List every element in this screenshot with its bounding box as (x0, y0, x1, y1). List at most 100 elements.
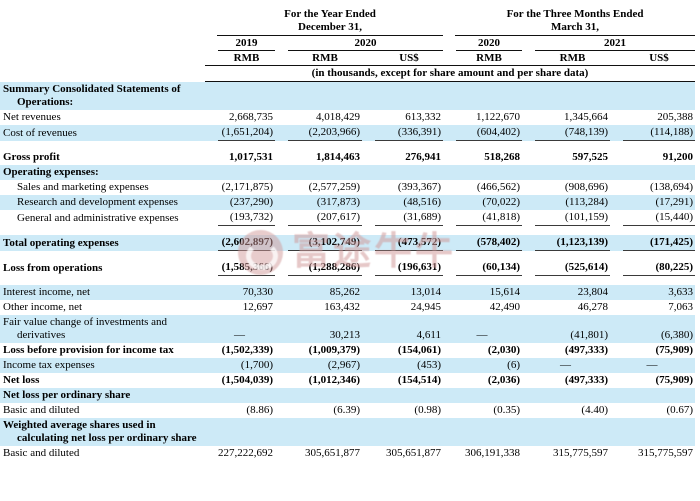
statements-body: Summary Consolidated Statements of Opera… (0, 81, 696, 461)
cell-value: 597,525 (572, 150, 608, 163)
cell-value: 4,018,429 (316, 110, 360, 123)
table-row: Summary Consolidated Statements of Opera… (0, 81, 696, 110)
cell-value: 85,262 (329, 285, 360, 298)
table-row: Income tax expenses (1,700) (2,967) (453… (0, 357, 696, 373)
cell-value: 2,668,735 (229, 110, 273, 123)
table-row: Net revenues 2,668,735 4,018,429 613,332… (0, 109, 696, 125)
cell-value: (8.86) (246, 403, 273, 416)
cell-value: (1,651,204) (218, 125, 275, 141)
cell-value: (1,288,286) (288, 260, 362, 276)
cell-value: (0.67) (666, 403, 694, 416)
cell-value: 163,432 (324, 300, 360, 313)
cell-value: 518,268 (484, 150, 520, 163)
units-note: (in thousands, except for share amount a… (311, 67, 589, 79)
cell-value: (1,502,339) (221, 343, 273, 356)
cell-value: (75,909) (655, 343, 694, 356)
cell-value: (604,402) (456, 125, 522, 141)
row-label: Research and development expenses (17, 195, 178, 208)
row-label: Cost of revenues (3, 126, 77, 139)
cell-value: 91,200 (662, 150, 694, 163)
cell-value: 70,330 (242, 285, 273, 298)
table-row: Net loss (1,504,039) (1,012,346) (154,51… (0, 372, 696, 388)
cell-value: (2,036) (487, 373, 520, 386)
cell-value: (3,102,749) (288, 235, 362, 251)
cell-value: (2,967) (327, 358, 360, 371)
table-row: Total operating expenses (2,602,897) (3,… (0, 234, 696, 251)
cell-value: (336,391) (375, 125, 443, 141)
year-row: 2019 2020 2020 2021 (0, 36, 696, 51)
cell-value: (1,585,366) (218, 260, 275, 276)
currency-label: RMB (312, 52, 338, 64)
cell-value: 1,122,670 (476, 110, 520, 123)
financial-statement-page: For the Year Ended December 31, For the … (0, 6, 700, 501)
row-label: Loss before provision for income tax (3, 343, 174, 356)
row-label: Summary Consolidated Statements of Opera… (3, 82, 181, 108)
table-header: For the Year Ended December 31, For the … (0, 6, 696, 82)
cell-value: 23,804 (577, 285, 608, 298)
row-label: Operating expenses: (3, 165, 99, 178)
row-label: Fair value change of investments and der… (3, 315, 168, 341)
cell-value: (1,504,039) (221, 373, 273, 386)
cell-value: (525,614) (535, 260, 610, 276)
cell-value: (114,188) (623, 125, 696, 141)
table-row: General and administrative expenses (193… (0, 209, 696, 226)
spacer-row (0, 275, 696, 285)
cell-value: (466,562) (476, 180, 520, 193)
table-row: Gross profit 1,017,531 1,814,463 276,941… (0, 149, 696, 165)
cell-value: (75,909) (655, 373, 694, 386)
cell-value: 1,017,531 (229, 150, 273, 163)
spacer-row (0, 225, 696, 235)
cell-value: (171,425) (623, 235, 696, 251)
cell-value: (908,696) (564, 180, 608, 193)
cell-value: (196,631) (375, 260, 443, 276)
row-label: Total operating expenses (3, 236, 119, 249)
cell-value: (473,572) (375, 235, 443, 251)
period-group-year-ended: For the Year Ended December 31, (217, 8, 443, 36)
row-label: Interest income, net (3, 285, 91, 298)
cell-value: 12,697 (242, 300, 273, 313)
cell-value: (2,577,259) (308, 180, 360, 193)
cell-value: 1,345,664 (564, 110, 608, 123)
cell-value: (317,873) (316, 195, 360, 208)
cell-value: (0.35) (493, 403, 520, 416)
cell-value: (748,139) (535, 125, 610, 141)
cell-value: 315,775,597 (553, 446, 608, 459)
cell-value: — (476, 328, 488, 341)
cell-value: (2,030) (487, 343, 520, 356)
cell-value: 30,213 (329, 328, 360, 341)
cell-value: (193,732) (218, 210, 275, 226)
year-2021-quarter: 2021 (535, 36, 696, 51)
cell-value: 13,014 (410, 285, 441, 298)
currency-label: RMB (476, 52, 502, 64)
cell-value: 1,814,463 (316, 150, 360, 163)
table-row: Fair value change of investments and der… (0, 314, 696, 343)
cell-value: — (646, 358, 658, 371)
cell-value: 24,945 (410, 300, 441, 313)
year-2020-quarter: 2020 (456, 36, 522, 51)
cell-value: (2,171,875) (221, 180, 273, 193)
cell-value: 205,388 (657, 110, 694, 123)
cell-value: 3,633 (668, 285, 694, 298)
table-row: Operating expenses: (0, 164, 696, 180)
row-label: Other income, net (3, 300, 83, 313)
row-label: Basic and diluted (3, 446, 80, 459)
spacer-row (0, 140, 696, 150)
row-label: Sales and marketing expenses (17, 180, 149, 193)
cell-value: (15,440) (623, 210, 696, 226)
row-label: Loss from operations (3, 261, 103, 274)
cell-value: (393,367) (397, 180, 441, 193)
row-label: Net loss per ordinary share (3, 388, 131, 401)
period-group-row: For the Year Ended December 31, For the … (0, 6, 696, 36)
cell-value: 46,278 (577, 300, 608, 313)
cell-value: (154,061) (397, 343, 441, 356)
cell-value: (1,012,346) (308, 373, 360, 386)
cell-value: 15,614 (489, 285, 520, 298)
cell-value: (6,380) (660, 328, 694, 341)
year-2020-annual: 2020 (288, 36, 443, 51)
table-row: Interest income, net 70,330 85,262 13,01… (0, 284, 696, 300)
currency-label: RMB (559, 52, 586, 64)
currency-label: US$ (649, 52, 669, 64)
row-label: General and administrative expenses (17, 211, 179, 224)
row-label: Gross profit (3, 150, 60, 163)
row-label: Net loss (3, 373, 40, 386)
